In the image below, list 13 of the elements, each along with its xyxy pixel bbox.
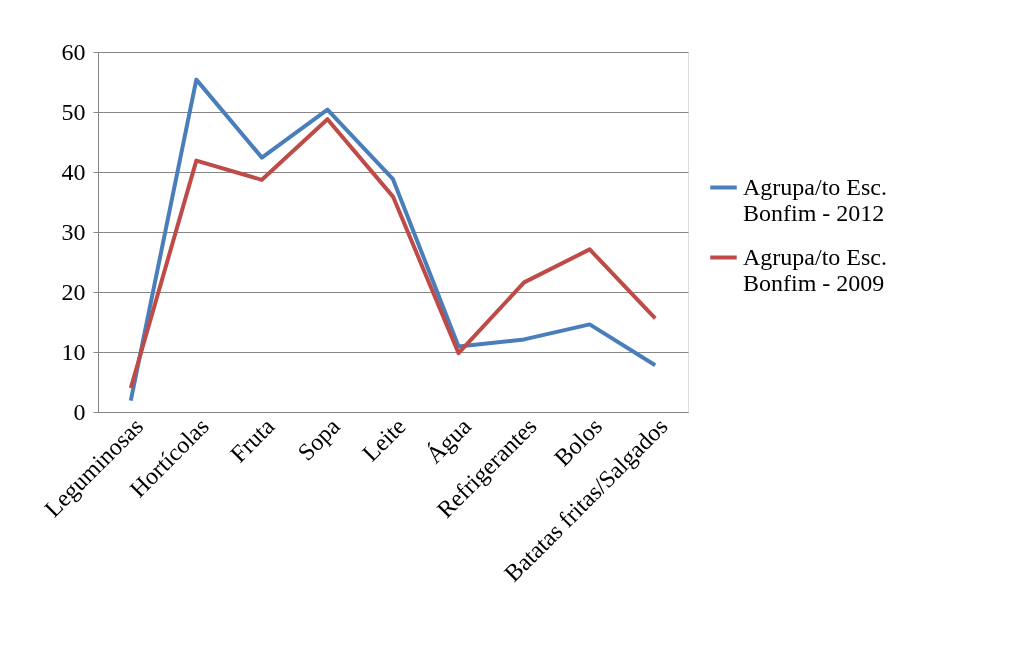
y-tick-label: 20: [61, 278, 86, 305]
x-tick-label: Leite: [357, 413, 411, 467]
y-tick-label: 10: [61, 338, 86, 365]
y-tick-label: 30: [61, 218, 86, 245]
y-tick-label: 50: [61, 98, 86, 125]
x-tick-label: Sopa: [292, 412, 346, 466]
legend-label: Agrupa/to Esc. Bonfim - 2009: [743, 243, 887, 296]
y-tick-label: 60: [61, 38, 86, 65]
y-tick-label: 40: [61, 158, 86, 185]
legend-label: Agrupa/to Esc. Bonfim - 2012: [743, 173, 887, 226]
line-series: [128, 117, 658, 390]
y-tick-label: 0: [73, 398, 86, 425]
line-series: [128, 77, 658, 403]
